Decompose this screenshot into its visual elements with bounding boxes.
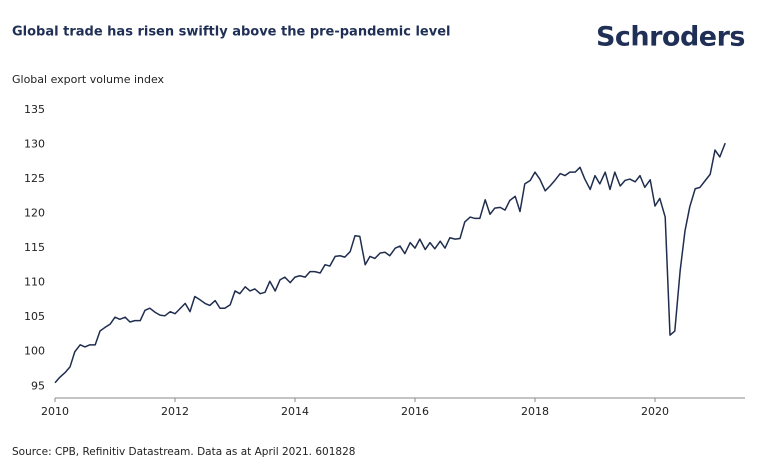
- x-tick-label: 2010: [41, 405, 69, 418]
- x-tick-label: 2014: [281, 405, 309, 418]
- y-axis-label: Global export volume index: [12, 73, 165, 86]
- x-tick-label: 2020: [641, 405, 669, 418]
- y-tick-label: 105: [24, 310, 45, 323]
- source-note: Source: CPB, Refinitiv Datastream. Data …: [12, 446, 355, 458]
- y-tick-label: 120: [24, 207, 45, 220]
- y-tick-label: 95: [31, 379, 45, 392]
- x-tick-label: 2012: [161, 405, 189, 418]
- chart-title: Global trade has risen swiftly above the…: [12, 25, 450, 40]
- data-line: [54, 142, 726, 384]
- y-tick-label: 115: [24, 241, 45, 254]
- y-tick-label: 135: [24, 103, 45, 116]
- y-tick-label: 100: [24, 345, 45, 358]
- y-tick-label: 110: [24, 276, 45, 289]
- logo: Schroders: [596, 22, 745, 53]
- y-tick-label: 130: [24, 138, 45, 151]
- y-tick-label: 125: [24, 172, 45, 185]
- x-tick-label: 2016: [401, 405, 429, 418]
- x-tick-label: 2018: [521, 405, 549, 418]
